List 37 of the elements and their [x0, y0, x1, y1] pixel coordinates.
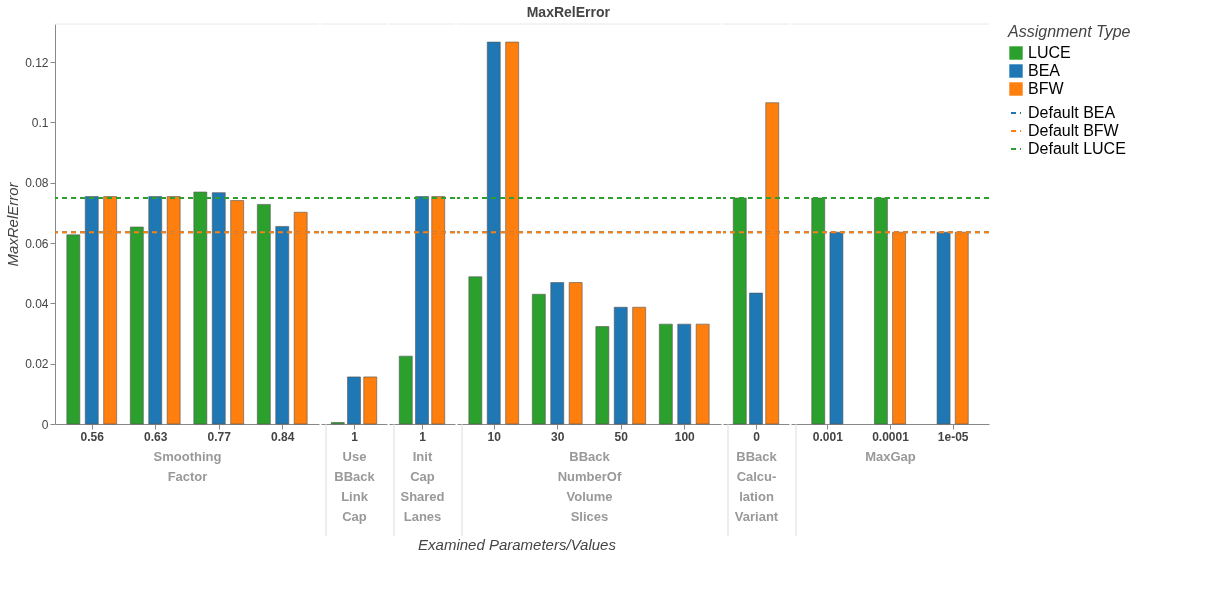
- x-tick-label: 1: [419, 429, 427, 444]
- x-tick-label: 100: [674, 429, 696, 444]
- y-tick-label: 0.06: [25, 236, 49, 251]
- text: MaxRelError: [4, 181, 22, 267]
- x-tick-label: 0: [753, 429, 761, 444]
- legend-label: BFW: [1028, 80, 1065, 97]
- x-tick-label: 30: [551, 429, 565, 444]
- text: Examined Parameters/Values: [418, 536, 617, 553]
- x-axis-title: Smoothing Factor: [153, 448, 222, 484]
- x-tick-label: 1: [351, 429, 359, 444]
- legend-label: BEA: [1028, 62, 1061, 79]
- x-axis-title: Init Cap Shared Lanes: [400, 448, 445, 524]
- y-tick-label: 0.12: [25, 55, 49, 70]
- legend-label: Default BEA: [1028, 104, 1116, 121]
- y-tick-label: 0.02: [25, 357, 49, 372]
- x-axis-title: BBack NumberOf Volume Slices: [557, 448, 622, 524]
- x-axis-title: Use BBack Link Cap: [334, 448, 376, 524]
- legend-label: Default BFW: [1028, 122, 1120, 139]
- x-tick-label: 10: [487, 429, 502, 444]
- y-tick-label: 0.1: [31, 115, 49, 130]
- x-tick-label: 0.56: [80, 429, 105, 444]
- x-tick-label: 1e-05: [937, 429, 969, 444]
- x-tick-label: 0.001: [812, 429, 844, 444]
- y-axis-title: MaxRelError: [526, 3, 611, 20]
- y-tick-label: 0.04: [25, 296, 49, 311]
- x-tick-label: 0.63: [144, 429, 168, 444]
- x-tick-label: 0.77: [207, 429, 232, 444]
- x-axis-title: MaxGap: [865, 448, 916, 464]
- legend-title: Assignment Type: [1007, 23, 1131, 40]
- x-tick-label: 0.84: [271, 429, 295, 444]
- legend-label: LUCE: [1028, 44, 1071, 61]
- y-tick-label: 0.08: [25, 176, 49, 191]
- x-tick-label: 0.0001: [872, 429, 910, 444]
- legend-label: Default LUCE: [1028, 140, 1126, 157]
- x-axis-title: BBack Calcu- lation Variant: [734, 448, 779, 524]
- x-tick-label: 50: [614, 429, 629, 444]
- y-tick-label: 0: [41, 417, 49, 432]
